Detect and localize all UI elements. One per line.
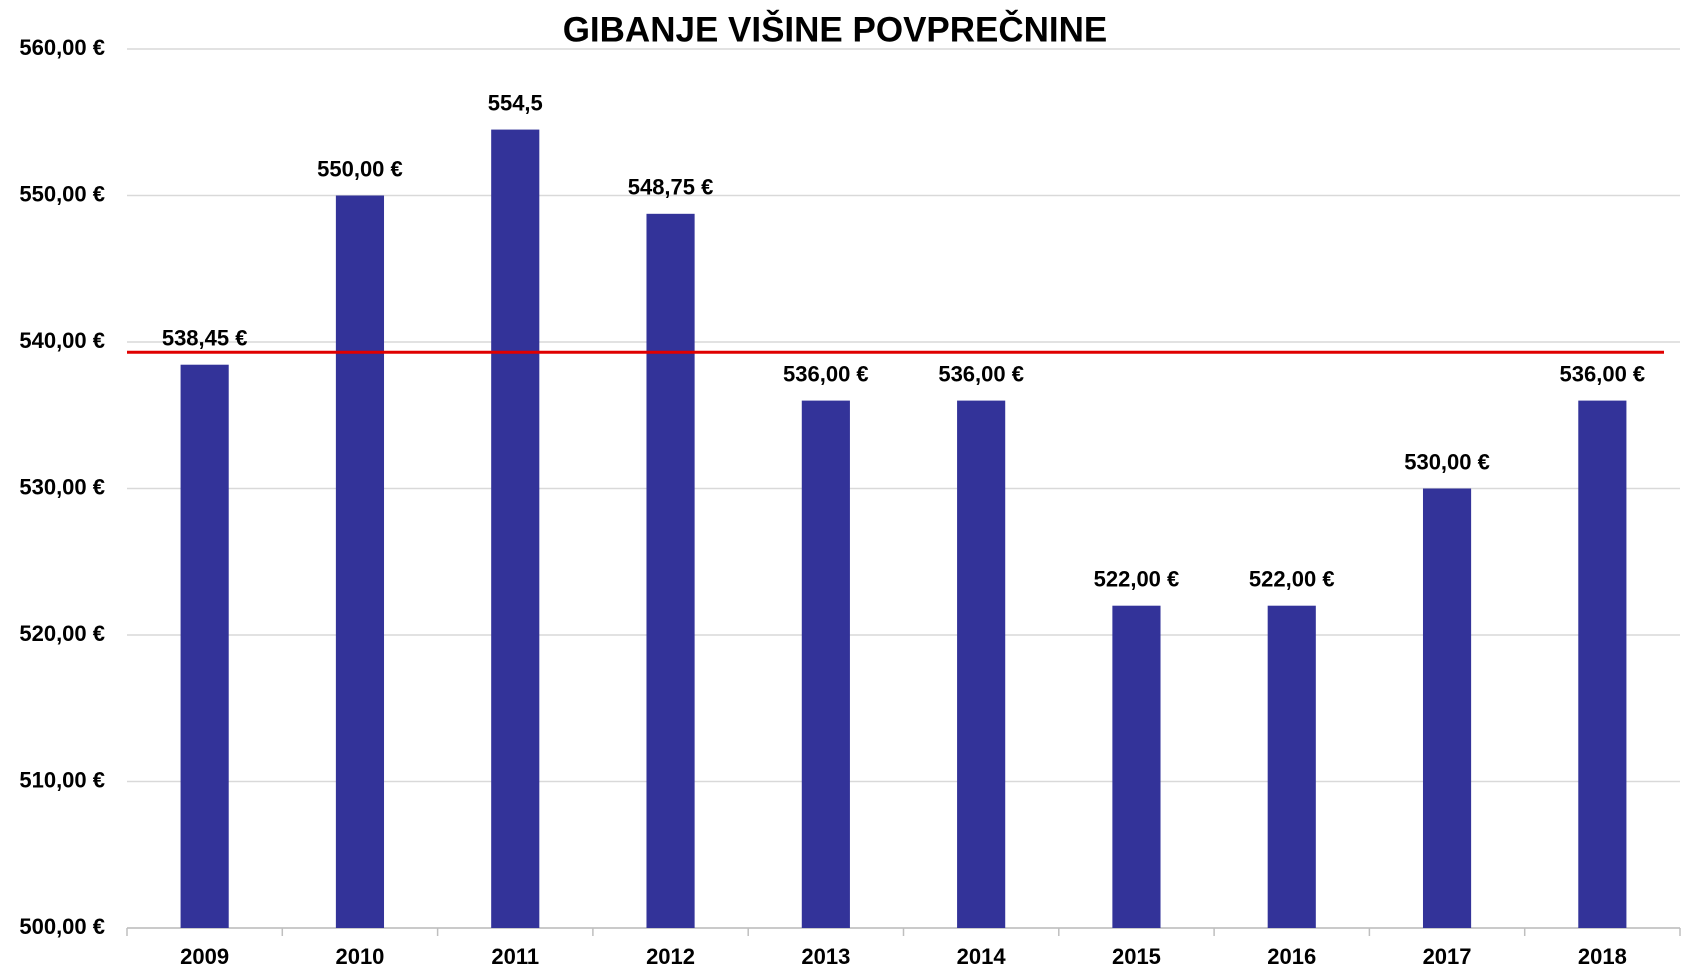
x-tick-label: 2011 (491, 944, 539, 969)
data-label: 550,00 € (317, 156, 403, 181)
bar (1112, 605, 1161, 928)
data-label: 522,00 € (1249, 567, 1335, 592)
bar (1578, 400, 1627, 929)
x-tick-label: 2018 (1578, 944, 1627, 969)
data-label: 554,5 (488, 90, 543, 115)
bar (491, 129, 540, 928)
bar (335, 195, 385, 928)
x-tick-label: 2014 (957, 944, 1007, 969)
y-tick-label: 510,00 € (19, 767, 105, 792)
data-label: 536,00 € (938, 361, 1024, 386)
x-tick-label: 2010 (335, 944, 384, 969)
x-tick-label: 2015 (1112, 944, 1161, 969)
y-tick-label: 530,00 € (19, 474, 105, 499)
bar (957, 400, 1006, 929)
bar (801, 400, 850, 929)
data-label: 536,00 € (783, 361, 869, 386)
data-label: 538,45 € (162, 326, 248, 351)
x-tick-label: 2009 (180, 944, 229, 969)
data-label: 548,75 € (628, 175, 714, 200)
bar (1267, 605, 1316, 928)
y-tick-label: 520,00 € (19, 621, 105, 646)
y-tick-label: 540,00 € (19, 328, 105, 353)
x-tick-label: 2016 (1267, 944, 1316, 969)
bar (1422, 488, 1472, 928)
y-tick-label: 500,00 € (19, 914, 105, 939)
data-label: 536,00 € (1560, 361, 1646, 386)
data-label: 522,00 € (1094, 567, 1180, 592)
x-tick-label: 2012 (646, 944, 695, 969)
data-label: 530,00 € (1404, 449, 1490, 474)
x-tick-label: 2013 (801, 944, 850, 969)
y-tick-label: 560,00 € (19, 35, 105, 60)
bar (646, 213, 695, 928)
chart-title: GIBANJE VIŠINE POVPREČNINE (563, 9, 1108, 49)
y-tick-label: 550,00 € (19, 181, 105, 206)
x-tick-label: 2017 (1423, 944, 1472, 969)
bar (180, 364, 229, 928)
